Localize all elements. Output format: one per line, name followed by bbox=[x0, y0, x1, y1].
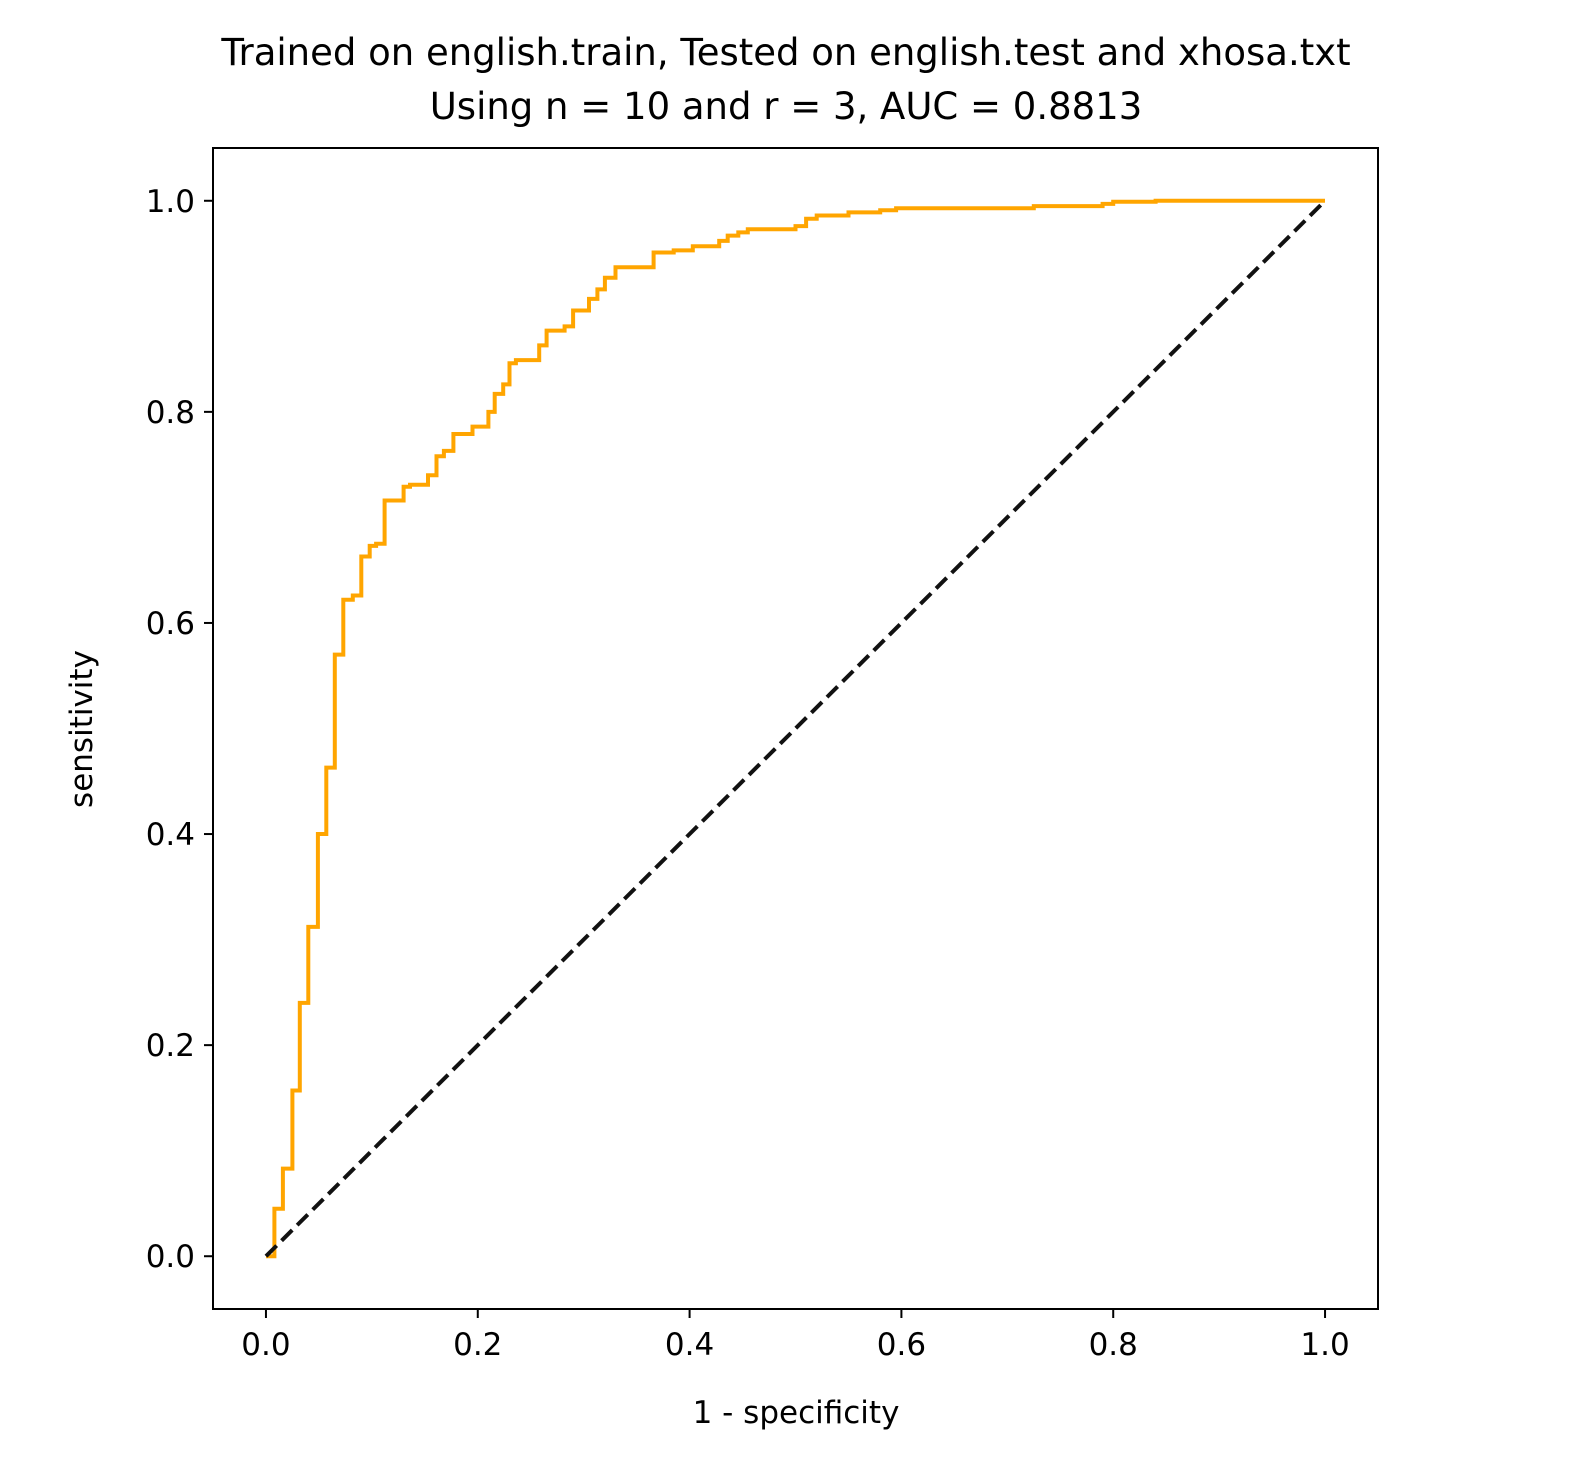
y-tick-label: 0.0 bbox=[146, 1239, 195, 1275]
y-tick-label: 1.0 bbox=[146, 184, 195, 220]
y-tick-label: 0.8 bbox=[146, 395, 195, 431]
x-axis-label: 1 - specificity bbox=[693, 1395, 900, 1431]
x-tick-label: 0.8 bbox=[1089, 1327, 1138, 1363]
series-layer bbox=[264, 198, 1327, 1259]
y-tick-label: 0.6 bbox=[146, 606, 195, 642]
x-tick-label: 0.2 bbox=[453, 1327, 502, 1363]
y-tick-label: 0.2 bbox=[146, 1028, 195, 1064]
x-axis-ticks: 0.0 0.2 0.4 0.6 0.8 1.0 bbox=[241, 1309, 1350, 1363]
x-tick-label: 0.4 bbox=[665, 1327, 714, 1363]
x-tick-label: 1.0 bbox=[1300, 1327, 1349, 1363]
x-tick-label: 0.6 bbox=[877, 1327, 926, 1363]
diagonal-reference-line bbox=[264, 199, 1327, 1258]
chart-title: Trained on english.train, Tested on engl… bbox=[220, 31, 1350, 74]
roc-curve bbox=[266, 198, 1325, 1259]
plot-frame bbox=[212, 147, 1379, 1310]
y-tick-label: 0.4 bbox=[146, 817, 195, 853]
y-axis-ticks: 0.0 0.2 0.4 0.6 0.8 1.0 bbox=[146, 184, 213, 1275]
y-axis-label: sensitivity bbox=[64, 650, 100, 808]
chart-subtitle: Using n = 10 and r = 3, AUC = 0.8813 bbox=[430, 85, 1143, 128]
x-tick-label: 0.0 bbox=[241, 1327, 290, 1363]
